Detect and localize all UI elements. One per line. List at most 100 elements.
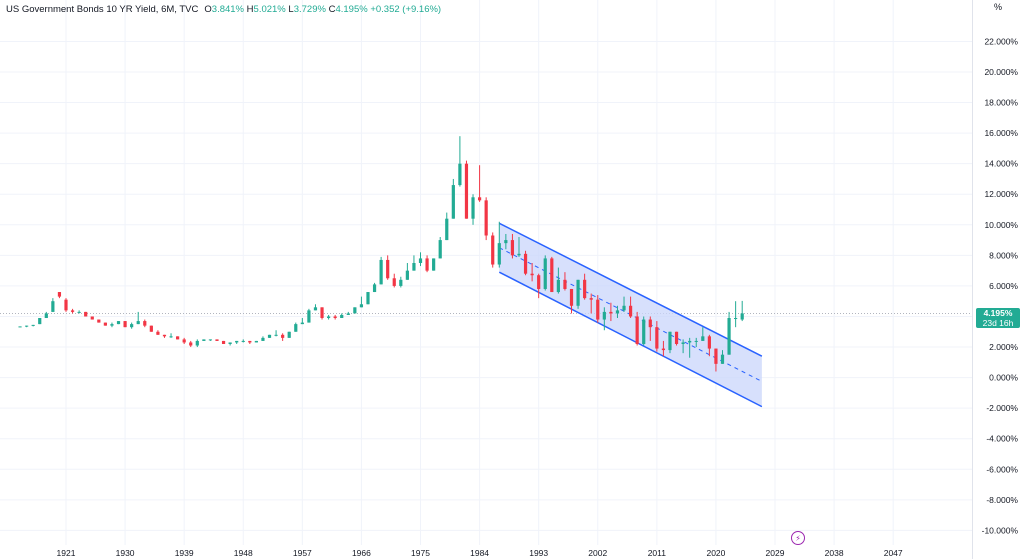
candle[interactable] xyxy=(399,276,403,288)
candle[interactable] xyxy=(162,334,167,338)
candle[interactable] xyxy=(563,272,567,291)
candle[interactable] xyxy=(432,258,436,271)
candle[interactable] xyxy=(445,212,449,241)
candle[interactable] xyxy=(182,337,186,344)
candle[interactable] xyxy=(254,340,258,343)
price-unit-button[interactable]: % xyxy=(993,2,1002,12)
candle[interactable] xyxy=(543,255,547,291)
candle[interactable] xyxy=(281,333,285,341)
candle[interactable] xyxy=(176,336,180,340)
candle[interactable] xyxy=(734,301,738,328)
price-axis[interactable]: 22.000% 20.000% 18.000% 16.000% 14.000% 12.00… xyxy=(982,36,1019,535)
candle[interactable] xyxy=(143,319,147,328)
candle[interactable] xyxy=(523,250,528,276)
candle[interactable] xyxy=(655,321,659,352)
channel-lower-line[interactable] xyxy=(498,271,763,408)
candle[interactable] xyxy=(510,233,515,259)
candle[interactable] xyxy=(84,311,88,317)
candle[interactable] xyxy=(333,314,337,320)
candle[interactable] xyxy=(714,348,718,372)
candle[interactable] xyxy=(727,311,731,355)
candle[interactable] xyxy=(228,342,232,346)
candle[interactable] xyxy=(221,340,226,344)
candle[interactable] xyxy=(110,322,114,328)
candle[interactable] xyxy=(635,311,639,346)
candle[interactable] xyxy=(451,178,455,219)
candle[interactable] xyxy=(681,339,685,354)
candle[interactable] xyxy=(327,314,331,320)
candle[interactable] xyxy=(90,316,94,320)
candle[interactable] xyxy=(267,334,272,338)
candle[interactable] xyxy=(622,296,626,312)
candle[interactable] xyxy=(517,237,521,257)
candle[interactable] xyxy=(359,296,364,308)
candle[interactable] xyxy=(241,339,245,343)
candle[interactable] xyxy=(300,318,304,325)
candle[interactable] xyxy=(307,308,311,323)
candle[interactable] xyxy=(418,252,423,267)
candle[interactable] xyxy=(202,339,206,341)
candle[interactable] xyxy=(583,273,587,300)
candle[interactable] xyxy=(235,340,239,344)
candle[interactable] xyxy=(136,311,140,325)
candles[interactable] xyxy=(18,136,744,372)
candle[interactable] xyxy=(44,311,48,319)
candle[interactable] xyxy=(169,333,173,338)
candle[interactable] xyxy=(18,326,22,328)
candle[interactable] xyxy=(25,325,29,328)
candle[interactable] xyxy=(477,165,482,202)
candle[interactable] xyxy=(274,330,278,337)
candle[interactable] xyxy=(688,337,692,358)
candle[interactable] xyxy=(458,136,462,187)
candle[interactable] xyxy=(425,255,429,273)
candle[interactable] xyxy=(484,197,488,241)
candle[interactable] xyxy=(530,263,534,282)
candle[interactable] xyxy=(504,233,508,250)
candle[interactable] xyxy=(464,160,469,219)
candle[interactable] xyxy=(438,237,442,259)
candle[interactable] xyxy=(248,340,252,344)
candle[interactable] xyxy=(156,330,160,335)
candle[interactable] xyxy=(537,273,541,299)
candle[interactable] xyxy=(707,334,711,357)
candle[interactable] xyxy=(740,300,744,322)
candle[interactable] xyxy=(97,319,101,323)
candle[interactable] xyxy=(372,282,377,293)
candle[interactable] xyxy=(51,298,55,312)
candle[interactable] xyxy=(346,311,350,315)
candle[interactable] xyxy=(701,327,705,341)
candle[interactable] xyxy=(609,302,613,322)
candle[interactable] xyxy=(471,194,475,225)
candle[interactable] xyxy=(661,340,666,357)
candle[interactable] xyxy=(497,221,501,268)
candle[interactable] xyxy=(208,339,213,341)
channel-upper-line[interactable] xyxy=(498,222,763,357)
candle[interactable] xyxy=(642,316,646,346)
candle[interactable] xyxy=(261,336,265,341)
candle[interactable] xyxy=(149,325,153,332)
candle[interactable] xyxy=(215,339,219,341)
candle[interactable] xyxy=(116,321,121,325)
candle[interactable] xyxy=(70,308,75,314)
candle[interactable] xyxy=(130,322,134,329)
candle[interactable] xyxy=(366,292,370,305)
candle[interactable] xyxy=(287,331,291,338)
candle[interactable] xyxy=(31,324,35,327)
candle[interactable] xyxy=(103,322,107,326)
candle[interactable] xyxy=(189,340,193,348)
candle[interactable] xyxy=(674,331,679,346)
candle[interactable] xyxy=(720,350,725,364)
candle[interactable] xyxy=(668,331,672,354)
candle[interactable] xyxy=(576,279,580,309)
symbol-title[interactable]: US Government Bonds 10 YR Yield, 6M, TVC xyxy=(6,3,199,15)
candle[interactable] xyxy=(123,321,127,328)
candle[interactable] xyxy=(313,304,318,311)
candle[interactable] xyxy=(320,307,324,320)
candle[interactable] xyxy=(569,288,574,314)
lightning-icon[interactable]: ⚡ xyxy=(791,531,805,545)
candle[interactable] xyxy=(589,293,593,314)
candle[interactable] xyxy=(602,307,606,331)
candle[interactable] xyxy=(57,292,62,299)
candle[interactable] xyxy=(340,313,344,319)
